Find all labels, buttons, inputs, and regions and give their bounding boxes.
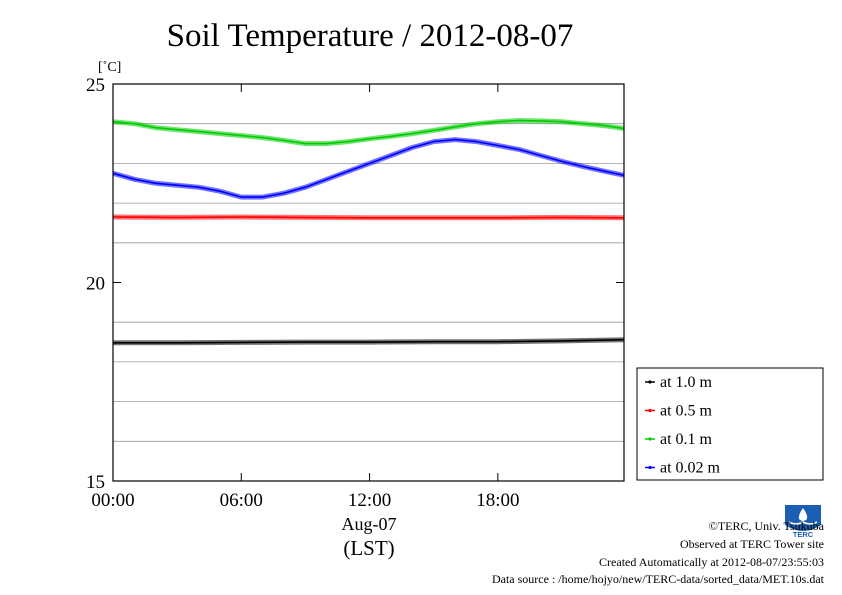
legend-marker [648, 437, 652, 441]
series-line [112, 119, 625, 145]
legend-marker [648, 408, 652, 413]
x-axis-date-label: Aug-07 [342, 514, 397, 534]
terc-logo: TERC [782, 503, 824, 539]
y-tick-label: 15 [86, 472, 105, 493]
x-tick-label: 18:00 [476, 490, 519, 511]
legend-marker [648, 465, 652, 470]
plot-frame [112, 83, 625, 482]
legend-label: at 0.02 m [660, 460, 721, 477]
series-line-band [112, 137, 625, 200]
chart-title: Soil Temperature / 2012-08-07 [167, 18, 574, 54]
footer-created: Created Automatically at 2012-08-07/23:5… [599, 555, 824, 569]
axis-ticks: 15 20 25 00:00 06:00 12:00 18:00 [86, 75, 624, 511]
x-tick-label: 06:00 [220, 490, 263, 511]
grid-lines [113, 123, 624, 442]
legend-marker [648, 380, 652, 384]
legend-label: at 0.5 m [660, 403, 713, 420]
legend-label: at 1.0 m [660, 374, 713, 391]
x-tick-label: 00:00 [91, 490, 134, 511]
series-line [112, 138, 625, 198]
legend-label: at 0.1 m [660, 431, 713, 448]
y-tick-label: 25 [86, 75, 105, 96]
footer-copyright: ©TERC, Univ. Tsukuba [708, 519, 824, 533]
series-line [113, 338, 625, 344]
y-axis-label: [˚C] [98, 60, 121, 75]
footer-observed: Observed at TERC Tower site [679, 537, 824, 551]
legend: at 1.0 m at 0.5 m at 0.1 m at 0.02 m [636, 367, 824, 481]
series-lines [112, 118, 625, 346]
svg-text:TERC: TERC [793, 530, 814, 539]
x-axis-timezone-label: (LST) [343, 536, 394, 560]
footer-data-source: Data source : /home/hojyo/new/TERC-data/… [491, 572, 824, 586]
legend-box [636, 367, 824, 481]
y-tick-label: 20 [86, 274, 105, 295]
x-tick-label: 12:00 [348, 490, 391, 511]
series-line [112, 216, 625, 219]
